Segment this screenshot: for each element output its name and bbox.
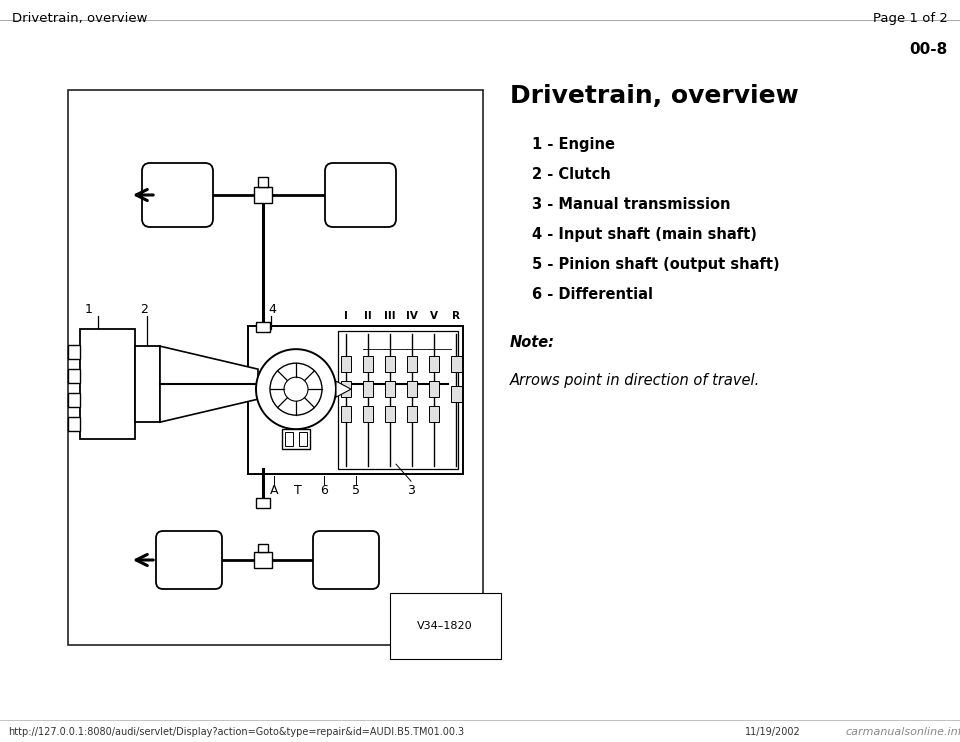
Bar	[451, 386, 462, 402]
Bar	[254, 187, 272, 203]
FancyBboxPatch shape	[325, 163, 396, 227]
Bar	[363, 381, 373, 397]
Text: Page 1 of 2: Page 1 of 2	[874, 12, 948, 25]
Bar	[341, 406, 351, 422]
Circle shape	[284, 377, 308, 401]
FancyBboxPatch shape	[142, 163, 213, 227]
Text: 6: 6	[320, 484, 328, 497]
Text: 2 - Clutch: 2 - Clutch	[532, 167, 611, 182]
Bar	[385, 381, 395, 397]
Text: I: I	[344, 311, 348, 321]
Polygon shape	[336, 381, 351, 397]
Text: 1: 1	[85, 303, 93, 316]
Text: Arrows point in direction of travel.: Arrows point in direction of travel.	[510, 373, 760, 388]
Bar	[407, 406, 417, 422]
Bar	[385, 406, 395, 422]
Text: II: II	[364, 311, 372, 321]
Bar	[254, 552, 272, 568]
Text: 1 - Engine: 1 - Engine	[532, 137, 615, 152]
Text: 6 - Differential: 6 - Differential	[532, 287, 653, 302]
Bar	[451, 356, 462, 372]
Bar	[429, 381, 439, 397]
Bar	[429, 406, 439, 422]
Bar	[407, 381, 417, 397]
Polygon shape	[160, 347, 258, 422]
Circle shape	[256, 349, 336, 429]
Text: T: T	[294, 484, 301, 497]
Bar	[68, 393, 80, 407]
Bar	[68, 417, 80, 431]
Text: Drivetrain, overview: Drivetrain, overview	[510, 84, 799, 108]
Text: Drivetrain, overview: Drivetrain, overview	[12, 12, 148, 25]
Text: R: R	[452, 311, 460, 321]
Text: carmanualsonline.info: carmanualsonline.info	[845, 727, 960, 737]
Text: 2: 2	[140, 303, 148, 316]
Bar	[341, 356, 351, 372]
Bar	[282, 429, 310, 449]
Bar	[68, 90, 483, 645]
Text: http://127.0.0.1:8080/audi/servlet/Display?action=Goto&type=repair&id=AUDI.B5.TM: http://127.0.0.1:8080/audi/servlet/Displ…	[8, 727, 464, 737]
Text: 5 - Pinion shaft (output shaft): 5 - Pinion shaft (output shaft)	[532, 257, 780, 272]
FancyBboxPatch shape	[313, 531, 379, 589]
Text: 3 - Manual transmission: 3 - Manual transmission	[532, 197, 731, 212]
Bar	[68, 345, 80, 359]
Text: V34–1820: V34–1820	[418, 621, 473, 631]
Text: 00-8: 00-8	[910, 42, 948, 57]
Bar	[80, 329, 135, 439]
Bar	[385, 356, 395, 372]
Bar	[429, 356, 439, 372]
Bar	[258, 177, 268, 187]
Bar	[407, 356, 417, 372]
Bar	[341, 381, 351, 397]
Bar	[363, 356, 373, 372]
Circle shape	[270, 363, 322, 416]
Text: IV: IV	[406, 311, 418, 321]
Bar	[338, 331, 458, 469]
Text: V: V	[430, 311, 438, 321]
Bar	[256, 322, 270, 332]
Text: Note:: Note:	[510, 335, 555, 350]
FancyBboxPatch shape	[156, 531, 222, 589]
Bar	[256, 498, 270, 508]
Text: 3: 3	[407, 484, 415, 497]
Bar	[248, 326, 463, 474]
Bar	[68, 370, 80, 383]
Text: A: A	[270, 484, 278, 497]
Bar	[299, 432, 307, 446]
Text: III: III	[384, 311, 396, 321]
Text: 5: 5	[352, 484, 360, 497]
Text: 11/19/2002: 11/19/2002	[745, 727, 801, 737]
Bar	[285, 432, 293, 446]
Bar	[258, 544, 268, 552]
Bar	[363, 406, 373, 422]
Text: 4: 4	[268, 303, 276, 316]
Bar	[135, 347, 160, 422]
Text: 4 - Input shaft (main shaft): 4 - Input shaft (main shaft)	[532, 227, 756, 242]
